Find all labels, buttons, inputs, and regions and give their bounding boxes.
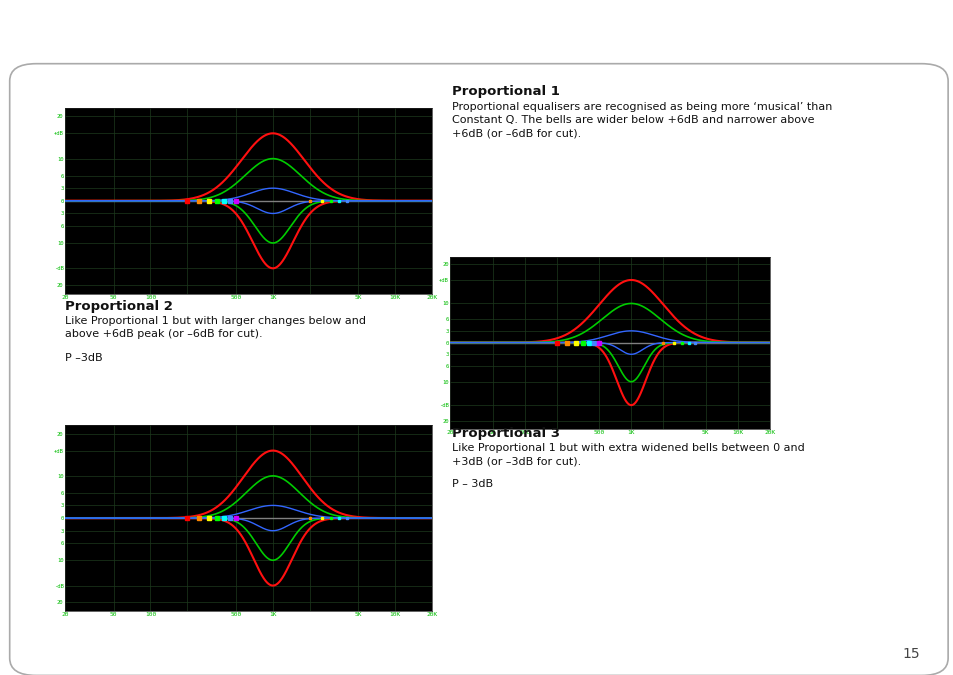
FancyBboxPatch shape [10,63,947,675]
Text: +6dB (or –6dB for cut).: +6dB (or –6dB for cut). [452,128,580,138]
Text: P – 3dB: P – 3dB [452,479,493,489]
Text: P –3dB: P –3dB [65,353,103,363]
Text: Like Proportional 1 but with extra widened bells between 0 and: Like Proportional 1 but with extra widen… [452,443,804,453]
Text: Constant Q. The bells are wider below +6dB and narrower above: Constant Q. The bells are wider below +6… [452,115,814,125]
Text: Like Proportional 1 but with larger changes below and: Like Proportional 1 but with larger chan… [65,316,366,326]
Text: Proportional 2: Proportional 2 [65,300,172,313]
Text: +3dB (or –3dB for cut).: +3dB (or –3dB for cut). [452,456,580,466]
Text: Proportional 1: Proportional 1 [452,85,559,98]
Text: Proportional 3: Proportional 3 [452,427,559,440]
Text: above +6dB peak (or –6dB for cut).: above +6dB peak (or –6dB for cut). [65,329,262,339]
Text: Proportional equalisers are recognised as being more ‘musical’ than: Proportional equalisers are recognised a… [452,102,832,112]
Text: 15: 15 [902,647,919,661]
